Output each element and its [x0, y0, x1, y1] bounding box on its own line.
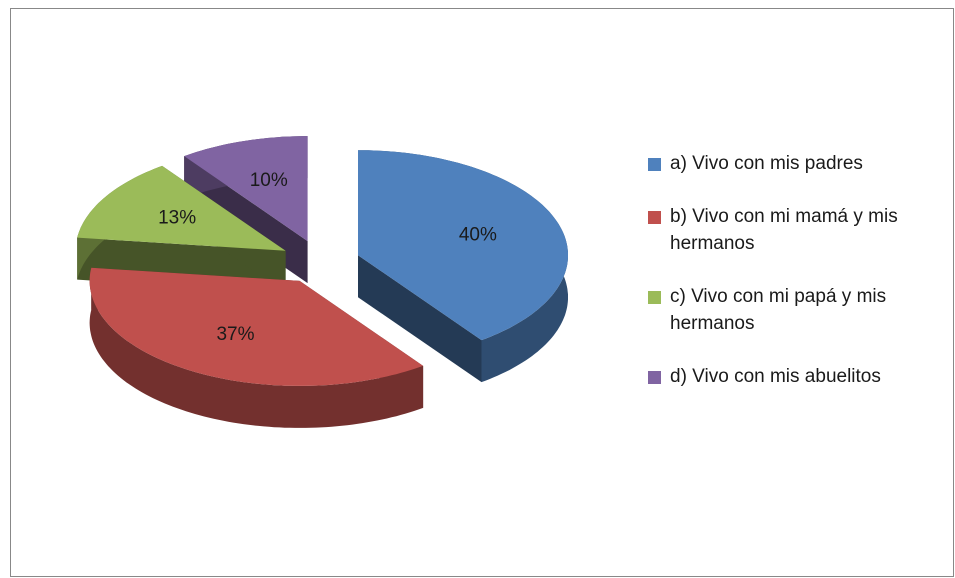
legend: a) Vivo con mis padres b) Vivo con mi mam… — [648, 150, 943, 416]
legend-swatch — [648, 158, 661, 171]
data-label: 40% — [459, 225, 497, 246]
legend-label: a) Vivo con mis padres — [670, 153, 863, 174]
legend-item: d) Vivo con mis abuelitos — [648, 363, 943, 390]
legend-item: b) Vivo con mi mamá y mis hermanos — [648, 203, 943, 257]
legend-swatch — [648, 371, 661, 384]
data-label: 10% — [250, 170, 288, 191]
data-label: 37% — [216, 324, 254, 345]
legend-label: b) Vivo con mi mamá y mis hermanos — [670, 206, 898, 254]
chart-frame — [10, 8, 954, 577]
slice — [184, 136, 308, 242]
legend-label: d) Vivo con mis abuelitos — [670, 366, 881, 387]
legend-swatch — [648, 211, 661, 224]
legend-item: a) Vivo con mis padres — [648, 150, 943, 177]
legend-label: c) Vivo con mi papá y mis hermanos — [670, 286, 887, 334]
slice — [77, 165, 286, 251]
slice-side — [358, 255, 482, 383]
legend-item: c) Vivo con mi papá y mis hermanos — [648, 283, 943, 337]
data-label: 13% — [158, 208, 196, 229]
legend-swatch — [648, 291, 661, 304]
slice — [89, 267, 424, 386]
slice-wall — [89, 267, 424, 428]
slice — [358, 150, 568, 341]
